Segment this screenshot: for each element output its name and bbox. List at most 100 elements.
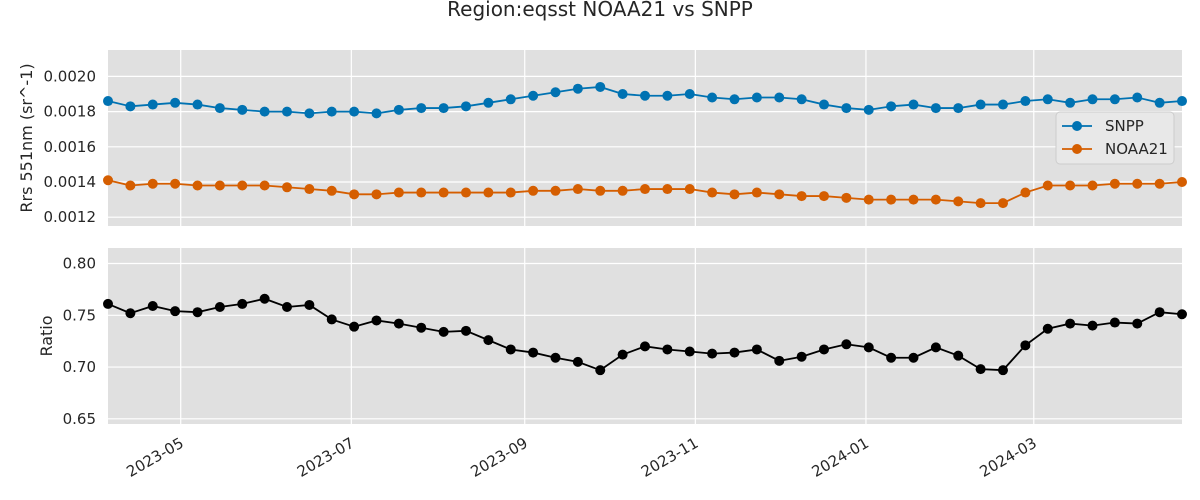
legend-label-noaa21: NOAA21: [1105, 140, 1168, 158]
data-point-ratio: [640, 341, 650, 352]
data-point-ratio: [796, 351, 807, 362]
data-point-noaa21: [572, 184, 583, 195]
bottom-y-tick-label: 0.80: [63, 255, 96, 273]
data-point-noaa21: [975, 198, 986, 209]
data-point-snpp: [684, 89, 695, 99]
data-point-noaa21: [886, 194, 897, 205]
data-point-snpp: [192, 99, 203, 110]
data-point-snpp: [505, 94, 516, 105]
data-point-noaa21: [326, 185, 337, 196]
data-point-snpp: [304, 108, 315, 119]
data-point-noaa21: [438, 187, 449, 198]
top-y-tick-label: 0.0016: [44, 138, 97, 156]
data-point-snpp: [953, 103, 964, 114]
data-point-snpp: [1154, 97, 1165, 108]
data-point-noaa21: [125, 180, 136, 191]
data-point-snpp: [819, 99, 829, 110]
data-point-noaa21: [170, 178, 181, 189]
data-point-ratio: [393, 318, 404, 329]
data-point-snpp: [617, 89, 628, 99]
data-point-snpp: [416, 103, 427, 114]
data-point-ratio: [416, 322, 427, 333]
x-tick-label: 2023-11: [638, 434, 701, 481]
legend-swatch-marker: [1072, 144, 1082, 154]
data-point-noaa21: [282, 182, 292, 193]
data-point-noaa21: [930, 194, 941, 205]
data-point-ratio: [349, 321, 360, 332]
top-y-tick-label: 0.0018: [44, 103, 97, 121]
data-point-snpp: [841, 103, 852, 114]
data-point-snpp: [393, 104, 404, 115]
data-point-ratio: [1065, 318, 1076, 329]
data-point-snpp: [214, 103, 225, 114]
data-point-ratio: [953, 350, 964, 361]
data-point-snpp: [349, 106, 360, 117]
x-tick-label: 2024-03: [976, 434, 1039, 481]
data-point-snpp: [908, 99, 919, 110]
data-point-noaa21: [393, 187, 404, 198]
data-point-snpp: [125, 101, 136, 112]
data-point-ratio: [461, 325, 471, 336]
data-point-ratio: [1042, 323, 1053, 334]
data-point-ratio: [259, 293, 270, 304]
top-plot-area: [108, 50, 1182, 226]
data-point-snpp: [774, 92, 785, 103]
data-point-noaa21: [662, 184, 673, 195]
data-point-ratio: [1087, 320, 1098, 331]
legend: SNPP NOAA21: [1055, 111, 1175, 165]
data-point-ratio: [304, 299, 315, 310]
data-point-ratio: [438, 326, 449, 337]
data-point-noaa21: [863, 194, 874, 205]
data-point-ratio: [998, 365, 1008, 376]
data-point-noaa21: [461, 187, 471, 198]
data-point-noaa21: [349, 189, 360, 200]
data-point-snpp: [707, 92, 718, 103]
data-point-ratio: [1177, 309, 1187, 320]
data-point-ratio: [125, 308, 136, 319]
data-point-snpp: [528, 90, 539, 101]
data-point-noaa21: [1042, 180, 1053, 191]
data-point-noaa21: [751, 187, 762, 198]
data-point-noaa21: [550, 185, 561, 196]
data-point-noaa21: [214, 180, 225, 191]
data-point-snpp: [550, 87, 561, 98]
top-y-tick-label: 0.0020: [44, 67, 97, 85]
data-point-snpp: [1109, 94, 1120, 105]
data-point-ratio: [282, 302, 292, 313]
data-point-noaa21: [304, 184, 315, 195]
data-point-snpp: [1065, 97, 1076, 108]
bottom-plot-area: [108, 248, 1182, 424]
data-point-snpp: [461, 101, 471, 112]
data-point-ratio: [192, 307, 203, 318]
data-point-noaa21: [640, 184, 650, 195]
data-point-noaa21: [617, 185, 628, 196]
data-point-ratio: [170, 306, 181, 317]
data-point-ratio: [975, 364, 986, 375]
data-point-snpp: [483, 97, 494, 108]
data-point-snpp: [237, 104, 248, 115]
data-point-ratio: [930, 342, 941, 353]
data-point-noaa21: [1087, 180, 1098, 191]
data-point-ratio: [528, 347, 539, 358]
figure-title: Region:eqsst NOAA21 vs SNPP: [447, 0, 753, 21]
x-tick-label: 2023-05: [123, 434, 186, 481]
data-point-noaa21: [528, 185, 539, 196]
data-point-snpp: [662, 90, 673, 101]
data-point-ratio: [841, 339, 852, 350]
data-point-noaa21: [483, 187, 494, 198]
data-point-snpp: [796, 94, 807, 105]
data-point-noaa21: [1132, 178, 1143, 189]
data-point-snpp: [595, 81, 606, 92]
data-point-noaa21: [1020, 187, 1031, 198]
data-point-noaa21: [1154, 178, 1165, 189]
data-point-snpp: [1087, 94, 1098, 105]
bottom-y-tick-label: 0.75: [63, 306, 96, 324]
top-y-tick-label: 0.0012: [44, 208, 97, 226]
top-y-axis-label: Rrs 551nm (sr^-1): [17, 63, 36, 212]
data-point-snpp: [170, 97, 181, 108]
data-point-noaa21: [684, 184, 695, 195]
data-point-noaa21: [1065, 180, 1076, 191]
data-point-snpp: [438, 103, 449, 114]
data-point-ratio: [595, 365, 606, 376]
